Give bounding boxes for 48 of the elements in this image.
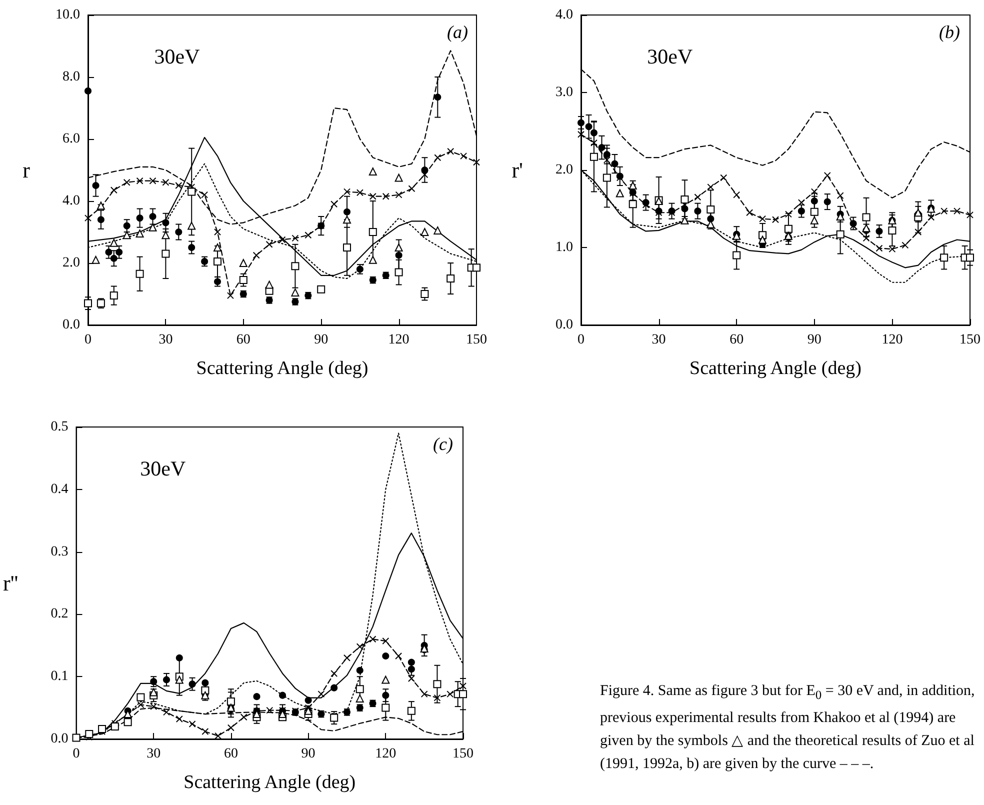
y-tick-label: 2.0 (556, 162, 573, 178)
annotation: 30eV (154, 44, 200, 68)
x-tick-label: 30 (158, 332, 173, 348)
y-tick-label: 0.3 (50, 544, 68, 560)
annotation: (b) (939, 22, 960, 42)
x-tick-label: 60 (236, 332, 250, 348)
y-axis-title: r' (512, 158, 524, 182)
y-tick-label: 2.0 (62, 256, 80, 270)
y-tick-label: 0.4 (50, 482, 68, 497)
annotation: 30eV (140, 456, 186, 481)
y-tick-label: 10.0 (56, 8, 80, 22)
y-tick-label: 1.0 (556, 240, 573, 255)
x-tick-label: 120 (375, 746, 396, 762)
y-tick-label: 0.0 (50, 732, 68, 746)
x-axis-title: Scattering Angle (deg) (196, 358, 368, 379)
y-tick-label: 0.2 (50, 606, 68, 622)
y-axis-title: r'' (2, 570, 18, 596)
x-tick-label: 90 (807, 332, 822, 348)
x-tick-label: 150 (960, 332, 980, 348)
x-tick-label: 60 (224, 746, 238, 762)
y-tick-label: 6.0 (62, 132, 80, 146)
x-tick-label: 30 (146, 746, 161, 762)
x-tick-label: 0 (72, 746, 80, 762)
x-tick-label: 120 (882, 332, 903, 348)
annotation: (a) (447, 22, 468, 42)
x-tick-label: 0 (84, 332, 92, 348)
y-tick-label: 0.1 (50, 669, 68, 684)
x-tick-label: 60 (730, 332, 744, 348)
y-tick-label: 0.0 (62, 318, 80, 332)
y-tick-label: 4.0 (556, 8, 573, 22)
y-tick-label: 3.0 (556, 85, 573, 100)
y-axis-title: r (22, 158, 31, 182)
x-tick-label: 90 (301, 746, 316, 762)
x-tick-label: 150 (452, 746, 474, 762)
y-tick-label: 0.0 (556, 318, 573, 332)
x-axis-title: Scattering Angle (deg) (184, 772, 356, 793)
y-tick-label: 4.0 (62, 194, 80, 208)
y-tick-label: 0.5 (50, 420, 68, 434)
x-tick-label: 120 (388, 332, 410, 348)
x-axis-title: Scattering Angle (deg) (689, 358, 862, 379)
caption: Figure 4. Same as figure 3 but for E$_{0}$ = 30 eV and, in addition, previous experimental results from Khakoo et al (1994) are given by the symbols △ and the theoretical results of Zuo et al (1991, 1992a, b) are given by the curve – – –. (600, 682, 976, 774)
annotation: 30eV (647, 44, 693, 68)
x-tick-label: 30 (652, 332, 666, 348)
y-tick-label: 8.0 (62, 70, 80, 84)
x-tick-label: 150 (466, 332, 487, 348)
annotation: (c) (433, 434, 454, 454)
x-tick-label: 0 (578, 332, 584, 348)
x-tick-label: 90 (314, 332, 328, 348)
